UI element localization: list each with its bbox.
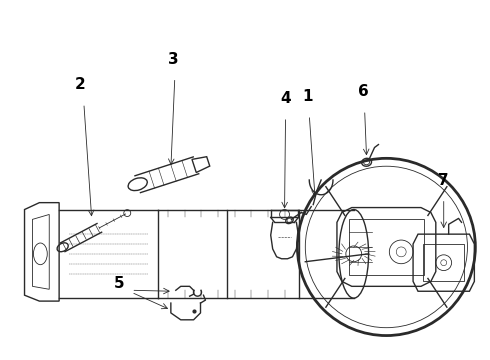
Text: 5: 5 [114, 276, 125, 291]
Bar [349, 219, 424, 275]
Text: 7: 7 [439, 173, 449, 188]
Text: 6: 6 [358, 84, 369, 99]
Text: 1: 1 [302, 89, 313, 104]
Text: 3: 3 [168, 52, 178, 67]
Bar [423, 244, 465, 282]
Text: 2: 2 [74, 77, 85, 93]
Text: 4: 4 [280, 91, 291, 106]
